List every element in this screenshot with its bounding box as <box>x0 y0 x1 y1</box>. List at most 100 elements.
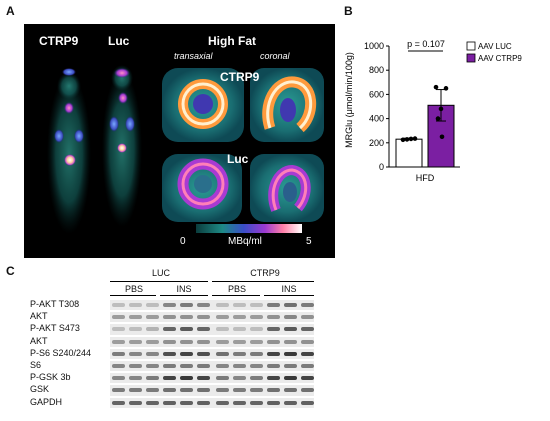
colorbar-unit: MBq/ml <box>228 236 262 247</box>
blot-row-label: GSK <box>30 384 50 395</box>
blot-band <box>216 364 229 368</box>
pet-scan-figure <box>47 65 324 234</box>
blot-band <box>216 303 229 307</box>
blot-band <box>180 364 193 368</box>
mouse-luc-whole-body <box>102 65 142 227</box>
blot-band <box>216 351 229 356</box>
blot-strip <box>110 397 314 408</box>
blot-band <box>216 388 229 393</box>
blot-band <box>163 376 176 381</box>
blot-band <box>112 327 125 332</box>
colorbar <box>196 224 302 233</box>
blot-band <box>163 364 176 368</box>
blot-band <box>301 400 314 405</box>
blot-band <box>301 327 314 332</box>
mouse-label-luc: Luc <box>108 34 130 48</box>
blot-band <box>250 400 263 405</box>
subgroup-label-ctrp9-ins: INS <box>281 284 297 294</box>
scan-luc-coronal <box>250 154 324 222</box>
blot-band <box>112 315 125 320</box>
mouse-label-ctrp9: CTRP9 <box>39 34 79 48</box>
blot-band <box>284 303 297 307</box>
blot-strip <box>110 300 314 311</box>
blot-strip <box>110 312 314 323</box>
blot-band <box>163 400 176 405</box>
data-point <box>412 136 418 141</box>
blot-band <box>233 339 246 344</box>
blot-band <box>267 339 280 344</box>
blot-band <box>197 303 210 307</box>
blot-band <box>129 327 142 332</box>
bar-aav-luc <box>395 138 423 168</box>
blot-band <box>197 388 210 393</box>
blot-band <box>129 315 142 320</box>
data-point <box>435 116 441 121</box>
group-label-luc: LUC <box>151 268 170 278</box>
scan-row-label-luc: Luc <box>227 152 249 166</box>
blot-band <box>284 327 297 332</box>
subgroup-line-luc-pbs <box>110 295 156 296</box>
y-tick-label: 200 <box>369 138 384 148</box>
blot-strip <box>110 361 314 372</box>
data-point <box>443 86 449 91</box>
y-tick-label: 0 <box>379 162 384 172</box>
blot-band <box>267 315 280 320</box>
blot-band <box>146 400 159 405</box>
view-label-transaxial: transaxial <box>174 51 213 61</box>
data-point <box>400 137 406 143</box>
x-axis-category-label: HFD <box>416 173 435 183</box>
blot-band <box>163 315 176 320</box>
blot-band <box>301 376 314 381</box>
blot-band <box>284 388 297 393</box>
blot-band <box>180 339 193 344</box>
mouse-ctrp9-whole-body <box>47 68 91 234</box>
data-point <box>404 137 410 142</box>
scan-ctrp9-transaxial <box>162 68 244 142</box>
blot-band <box>112 351 125 356</box>
group-line-ctrp9 <box>212 281 314 282</box>
blot-band <box>129 376 142 381</box>
mrglu-bar-chart: MRGlu (μmol/min/100g) 02004006008001000 … <box>344 39 522 183</box>
pet-image-panel: CTRP9 Luc High Fat transaxial coronal CT… <box>24 24 335 258</box>
legend-swatch <box>466 41 476 51</box>
blot-band <box>250 315 263 320</box>
blot-band <box>284 351 297 356</box>
blot-band <box>180 351 193 356</box>
blot-band <box>163 339 176 344</box>
blot-band <box>112 364 125 368</box>
y-tick-label: 1000 <box>364 41 384 51</box>
blot-band <box>197 376 210 381</box>
panel-letter-b: B <box>344 4 353 18</box>
blot-row-label: AKT <box>30 311 48 322</box>
blot-band <box>180 327 193 332</box>
blot-band <box>233 315 246 320</box>
colorbar-min: 0 <box>180 236 186 247</box>
blot-band <box>146 351 159 356</box>
blot-band <box>180 376 193 381</box>
blot-band <box>216 376 229 381</box>
data-point <box>439 134 445 140</box>
scan-row-label-ctrp9: CTRP9 <box>220 70 260 84</box>
blot-band <box>180 315 193 320</box>
blot-band <box>129 364 142 368</box>
blot-band <box>233 327 246 332</box>
subgroup-line-ctrp9-ins <box>264 295 314 296</box>
panel-letter-c: C <box>6 264 15 278</box>
legend-swatch <box>466 53 476 63</box>
blot-band <box>112 303 125 307</box>
legend-label: AAV LUC <box>478 42 512 51</box>
blot-band <box>216 339 229 344</box>
blot-band <box>233 376 246 381</box>
blot-band <box>267 400 280 405</box>
blot-band <box>233 400 246 405</box>
y-tick-label: 800 <box>369 65 384 75</box>
blot-band <box>250 351 263 356</box>
blot-row-label: P-AKT S473 <box>30 323 80 334</box>
panel-letter-a: A <box>6 4 15 18</box>
blot-band <box>301 351 314 356</box>
blot-band <box>163 327 176 332</box>
scan-luc-transaxial <box>162 154 242 222</box>
blot-band <box>197 400 210 405</box>
y-tick-label: 600 <box>369 89 384 99</box>
blot-band <box>146 339 159 344</box>
